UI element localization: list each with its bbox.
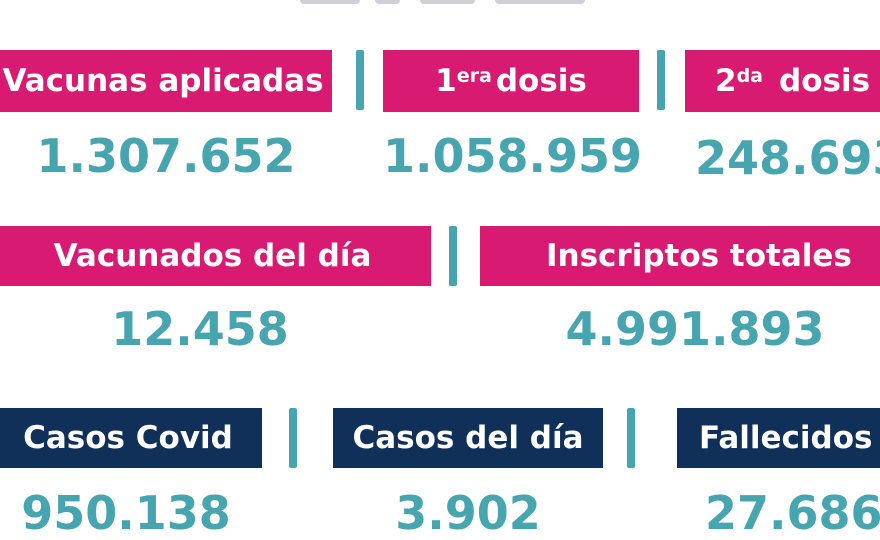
fallecidos-value: 27.686 xyxy=(705,486,880,540)
primera-dosis-num: 1 xyxy=(435,63,457,99)
vacunas-aplicadas-label-text: Vacunas aplicadas xyxy=(2,63,324,99)
inscriptos-totales-label: Inscriptos totales xyxy=(480,226,880,286)
vacunados-del-dia-label: Vacunados del día xyxy=(0,226,431,286)
casos-del-dia-value: 3.902 xyxy=(395,486,541,540)
inscriptos-totales-value: 4.991.893 xyxy=(565,302,825,356)
primera-dosis-rest: dosis xyxy=(495,63,587,99)
cropped-header-text xyxy=(300,0,590,6)
casos-del-dia-label: Casos del día xyxy=(333,408,603,468)
casos-covid-label: Casos Covid xyxy=(0,408,262,468)
vacunados-del-dia-label-text: Vacunados del día xyxy=(53,238,372,274)
segunda-dosis-num: 2 xyxy=(715,63,737,99)
primera-dosis-sup: era xyxy=(456,65,492,87)
casos-covid-label-text: Casos Covid xyxy=(23,420,233,456)
casos-covid-value: 950.138 xyxy=(21,486,231,540)
separator xyxy=(627,408,635,468)
vacunas-aplicadas-value: 1.307.652 xyxy=(36,129,296,183)
fallecidos-label-text: Fallecidos xyxy=(699,420,873,456)
segunda-dosis-label: 2 da dosis xyxy=(685,50,880,112)
primera-dosis-label: 1 era dosis xyxy=(383,50,639,112)
separator xyxy=(356,50,364,110)
separator xyxy=(289,408,297,468)
fallecidos-label: Fallecidos xyxy=(677,408,880,468)
segunda-dosis-rest: dosis xyxy=(779,63,871,99)
segunda-dosis-value: 248.693 xyxy=(695,131,880,185)
casos-del-dia-label-text: Casos del día xyxy=(352,420,584,456)
primera-dosis-value: 1.058.959 xyxy=(383,129,642,183)
vacunados-del-dia-value: 12.458 xyxy=(111,302,289,356)
separator xyxy=(449,226,457,286)
segunda-dosis-sup: da xyxy=(736,65,763,87)
separator xyxy=(657,50,665,110)
inscriptos-totales-label-text: Inscriptos totales xyxy=(546,238,852,274)
vacunas-aplicadas-label: Vacunas aplicadas xyxy=(0,50,332,112)
